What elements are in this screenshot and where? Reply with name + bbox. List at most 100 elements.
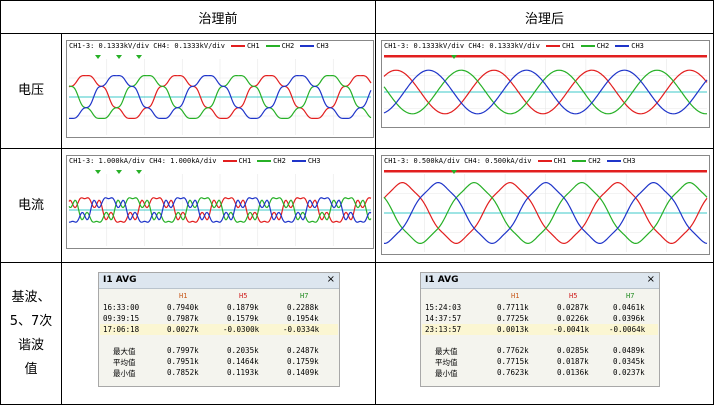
row-label-current: 电流 — [17, 197, 44, 213]
legend-ch2: CH2 — [596, 42, 610, 50]
row-time: 09:39:15 — [103, 314, 140, 323]
trigger-bar — [384, 55, 707, 58]
col-header-h5: H5 — [239, 292, 248, 300]
stat-label: 最大值 — [435, 347, 458, 356]
scope-current-after: CH1-3: 0.500kA/div CH4: 0.500kA/div CH1 … — [381, 155, 710, 255]
row-h5: 0.1579k — [227, 314, 259, 323]
ch3-trace — [383, 69, 708, 115]
row-h1: 0.7987k — [167, 314, 199, 323]
legend-ch1: CH1 — [246, 42, 260, 50]
legend-ch1: CH1 — [561, 42, 575, 50]
row-h1: 0.7711k — [497, 303, 529, 312]
trigger-marker-icon — [95, 55, 101, 59]
legend-ch1: CH1 — [238, 157, 252, 165]
scope-legend: CH1-3: 0.1333kV/div CH4: 0.1333kV/div CH… — [69, 42, 329, 50]
legend-ch3: CH3 — [631, 42, 644, 50]
col-header-h7: H7 — [300, 292, 309, 300]
trigger-marker-icon — [136, 55, 142, 59]
row-h7: 0.0461k — [613, 303, 645, 312]
col-header-h1: H1 — [179, 292, 188, 300]
scope-scale: CH1-3: 0.500kA/div CH4: 0.500kA/div — [384, 157, 532, 165]
row-label-harmonic: 基波、 5、7次 谐波 值 — [9, 289, 53, 377]
stat-h5: 0.1464k — [227, 357, 259, 366]
row-h5: 0.0226k — [557, 314, 589, 323]
stat-label: 最小值 — [113, 369, 136, 378]
legend-ch3: CH3 — [622, 157, 636, 165]
scope-legend: CH1-3: 0.500kA/div CH4: 0.500kA/div CH1 … — [384, 157, 635, 165]
ch3-trace — [68, 197, 372, 223]
harmonic-panel-after: I1 AVG × H1 H5 H7 15:24:03 0.7711k 0.028… — [420, 272, 660, 387]
highlight-row — [100, 324, 338, 335]
scope-voltage-after: CH1-3: 0.1333kV/div CH4: 0.1333kV/div CH… — [381, 40, 710, 128]
col-header-h1: H1 — [511, 292, 520, 300]
row-time: 16:33:00 — [103, 303, 140, 312]
row-h1: 0.7725k — [497, 314, 529, 323]
trigger-marker-icon — [451, 55, 457, 59]
stat-h5: 0.0285k — [557, 346, 589, 355]
row-h7: -0.0334k — [283, 325, 320, 334]
stat-h7: 0.0489k — [613, 346, 645, 355]
stat-h1: 0.7997k — [167, 346, 199, 355]
panel-titlebar: I1 AVG × — [421, 273, 659, 289]
stat-label: 最大值 — [113, 347, 136, 356]
close-icon[interactable]: × — [646, 274, 655, 285]
stat-h1: 0.7852k — [167, 368, 199, 377]
row-time: 14:37:57 — [425, 314, 462, 323]
col-header-h5: H5 — [569, 292, 578, 300]
scope-scale: CH1-3: 0.1333kV/div CH4: 0.1333kV/div — [384, 42, 540, 50]
legend-ch3: CH3 — [316, 42, 329, 50]
ch1-trace — [68, 75, 372, 119]
stat-h1: 0.7623k — [497, 368, 529, 377]
stat-h5: 0.1193k — [227, 368, 259, 377]
header-after: 治理后 — [376, 1, 713, 33]
stat-h1: 0.7762k — [497, 346, 529, 355]
panel-title: I1 AVG — [103, 275, 137, 285]
stat-h1: 0.7715k — [497, 357, 529, 366]
ch3-trace — [69, 75, 372, 119]
row-h7: 0.0396k — [613, 314, 645, 323]
scope-scale: CH1-3: 0.1333kV/div CH4: 0.1333kV/div — [69, 42, 225, 50]
panel-title: I1 AVG — [425, 275, 459, 285]
row-time: 15:24:03 — [425, 303, 462, 312]
scope-legend: CH1-3: 1.000kA/div CH4: 1.000kA/div CH1 … — [69, 157, 320, 165]
scope-legend: CH1-3: 0.1333kV/div CH4: 0.1333kV/div CH… — [384, 42, 644, 50]
stat-h5: 0.2035k — [227, 346, 259, 355]
ch2-trace — [68, 197, 372, 223]
stat-h7: 0.1409k — [287, 368, 319, 377]
legend-ch3: CH3 — [307, 157, 321, 165]
voltage-before-waveform — [68, 55, 372, 135]
stat-label: 平均值 — [113, 358, 136, 367]
ch3-trace — [384, 181, 708, 245]
scope-voltage-before: CH1-3: 0.1333kV/div CH4: 0.1333kV/div CH… — [66, 40, 374, 138]
header-before: 治理前 — [61, 1, 375, 33]
row-h1: 0.7940k — [167, 303, 199, 312]
stat-h1: 0.7951k — [167, 357, 199, 366]
harmonic-panel-before: I1 AVG × H1 H5 H7 16:33:00 0.7940k 0.187… — [98, 272, 340, 387]
trigger-marker-icon — [116, 170, 122, 174]
scope-current-before: CH1-3: 1.000kA/div CH4: 1.000kA/div CH1 … — [66, 155, 374, 249]
ch1-trace — [383, 69, 708, 115]
col-header-h7: H7 — [626, 292, 635, 300]
stat-label: 最小值 — [435, 369, 458, 378]
trigger-marker-icon — [116, 55, 122, 59]
row-h1: 0.0013k — [497, 325, 529, 334]
trigger-bar — [384, 170, 707, 173]
ch1-trace — [68, 197, 372, 223]
row-h5: -0.0300k — [223, 325, 260, 334]
ch2-trace — [383, 69, 708, 115]
row-label-voltage: 电压 — [17, 83, 44, 98]
stat-h7: 0.0237k — [613, 368, 645, 377]
legend-ch2: CH2 — [588, 157, 601, 165]
stat-h5: 0.0187k — [557, 357, 589, 366]
row-time: 23:13:57 — [425, 325, 462, 334]
close-icon[interactable]: × — [326, 274, 335, 285]
legend-ch1: CH1 — [553, 157, 567, 165]
stat-h5: 0.0136k — [557, 368, 589, 377]
voltage-after-waveform — [383, 55, 708, 125]
row-h7: -0.0064k — [609, 325, 646, 334]
stat-h7: 0.1759k — [287, 357, 319, 366]
trigger-marker-icon — [136, 170, 142, 174]
trigger-marker-icon — [95, 170, 101, 174]
row-time: 17:06:18 — [103, 325, 140, 334]
ch2-trace — [68, 75, 372, 119]
